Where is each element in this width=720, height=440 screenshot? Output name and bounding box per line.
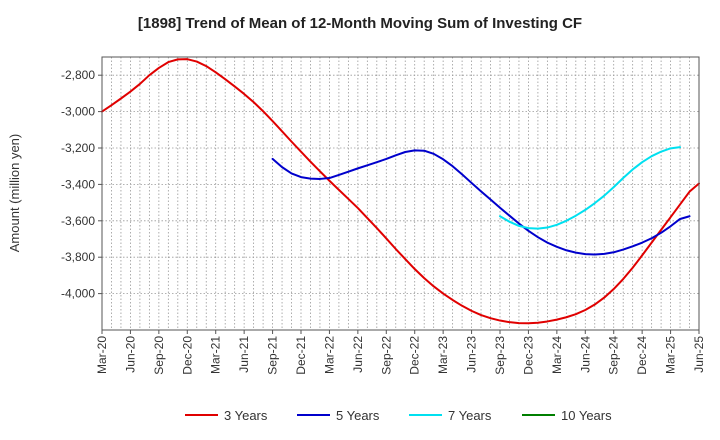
grid xyxy=(102,57,699,330)
series-line-7-years xyxy=(499,146,682,230)
x-tick-label: Mar-25 xyxy=(664,336,678,374)
x-tick-label: Dec-22 xyxy=(408,336,422,375)
legend-label: 10 Years xyxy=(561,408,612,423)
plot-frame xyxy=(101,56,700,331)
x-axis: Mar-20 Jun-20 Sep-20 Dec-20 Mar-21 Jun-21 Sep-… xyxy=(95,330,706,375)
x-tick-label: Sep-22 xyxy=(379,336,393,375)
x-tick-label: Mar-24 xyxy=(550,336,564,374)
x-tick-label: Sep-24 xyxy=(607,336,621,375)
x-tick-label: Sep-20 xyxy=(152,336,166,375)
x-tick-label: Jun-22 xyxy=(351,336,365,373)
x-tick-label: Mar-20 xyxy=(95,336,109,374)
legend-label: 7 Years xyxy=(448,408,492,423)
x-tick-label: Dec-21 xyxy=(294,336,308,375)
x-tick-label: Jun-23 xyxy=(465,336,479,373)
x-tick-label: Dec-23 xyxy=(521,336,535,375)
y-tick-label: -3,200 xyxy=(61,141,95,155)
x-tick-label: Dec-24 xyxy=(635,336,649,375)
legend: 3 Years 5 Years 7 Years 10 Years xyxy=(185,408,612,423)
x-tick-label: Sep-21 xyxy=(266,336,280,375)
x-tick-label: Dec-20 xyxy=(180,336,194,375)
y-tick-label: -3,800 xyxy=(61,250,95,264)
legend-label: 3 Years xyxy=(224,408,268,423)
plot-lines xyxy=(101,58,700,325)
y-tick-label: -2,800 xyxy=(61,68,95,82)
series-line-5-years xyxy=(271,149,691,256)
y-tick-label: -4,000 xyxy=(61,287,95,301)
x-tick-label: Jun-24 xyxy=(578,336,592,373)
chart-title: [1898] Trend of Mean of 12-Month Moving … xyxy=(138,15,582,32)
x-tick-label: Sep-23 xyxy=(493,336,507,375)
x-tick-label: Jun-21 xyxy=(237,336,251,373)
x-tick-label: Jun-20 xyxy=(123,336,137,373)
y-tick-label: -3,000 xyxy=(61,105,95,119)
y-tick-label: -3,400 xyxy=(61,177,95,191)
x-tick-label: Mar-23 xyxy=(436,336,450,374)
x-tick-label: Mar-21 xyxy=(209,336,223,374)
y-tick-label: -3,600 xyxy=(61,214,95,228)
legend-label: 5 Years xyxy=(336,408,380,423)
series-line-3-years xyxy=(101,58,700,325)
x-tick-label: Jun-25 xyxy=(692,336,706,373)
x-tick-label: Mar-22 xyxy=(322,336,336,374)
y-axis-label: Amount (million yen) xyxy=(7,134,22,253)
y-axis: -2,800 -3,000 -3,200 -3,400 -3,600 -3,800 -4,0… xyxy=(61,68,102,301)
